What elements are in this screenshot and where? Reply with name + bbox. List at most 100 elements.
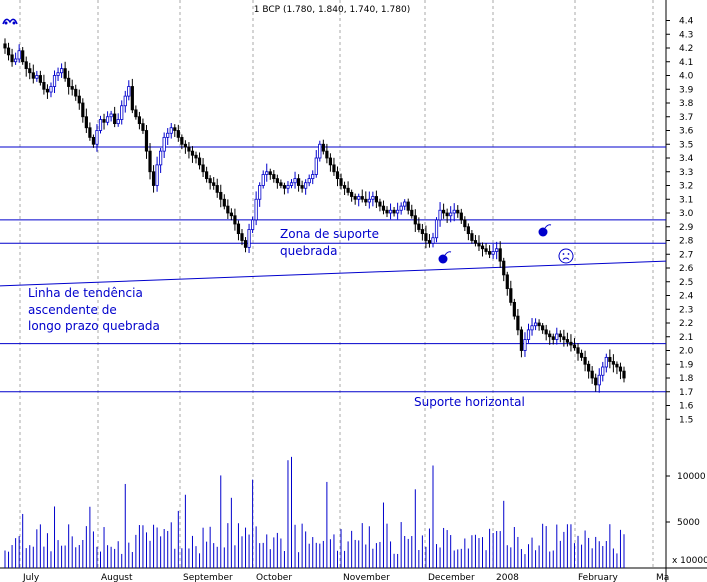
candle: [541, 322, 545, 334]
candle: [311, 170, 315, 185]
candle: [91, 134, 96, 148]
price-tick-label: 2.3: [679, 305, 693, 315]
candle: [594, 373, 598, 392]
candle: [463, 216, 467, 232]
candle: [505, 271, 509, 296]
price-tick-label: 4.3: [679, 30, 693, 40]
candle: [116, 113, 120, 127]
candle: [226, 199, 230, 219]
candle: [289, 179, 294, 189]
candle: [399, 202, 403, 215]
candle: [74, 84, 78, 101]
candle: [487, 245, 492, 259]
price-tick-label: 3.9: [679, 85, 694, 95]
candle: [342, 181, 347, 196]
candle: [495, 241, 499, 260]
candle: [371, 191, 375, 207]
candle: [109, 110, 113, 122]
candle: [28, 62, 32, 80]
logo-icon: [2, 18, 18, 25]
price-tick-label: 3.6: [679, 127, 694, 137]
candle: [434, 217, 439, 243]
candle: [611, 354, 615, 373]
candle: [84, 108, 88, 134]
candle: [339, 173, 343, 190]
candle: [205, 166, 209, 183]
candle: [388, 203, 393, 220]
support-lines: [0, 146, 667, 393]
price-tick-label: 3.2: [679, 182, 693, 192]
volume-bars: [4, 456, 625, 568]
candle: [63, 61, 67, 82]
candle: [197, 152, 202, 170]
price-tick-label: 3.1: [679, 195, 693, 205]
candle: [526, 323, 531, 343]
candle: [456, 205, 460, 218]
candle: [378, 198, 382, 212]
candle: [413, 209, 417, 232]
candle: [473, 234, 478, 247]
candle: [470, 229, 474, 244]
candle: [572, 338, 577, 351]
candle: [491, 243, 495, 259]
candle: [367, 191, 371, 209]
candle: [166, 128, 170, 145]
candle: [272, 170, 276, 183]
candle: [144, 125, 149, 159]
candle: [173, 124, 177, 137]
price-tick-label: 3.4: [679, 154, 694, 164]
candle: [141, 118, 145, 134]
candle: [282, 182, 287, 195]
candle: [449, 206, 453, 223]
price-tick-label: 3.3: [679, 168, 693, 178]
candle: [548, 330, 552, 345]
candle: [265, 163, 269, 182]
candle: [569, 334, 573, 352]
price-tick-label: 2.6: [679, 264, 694, 274]
candle: [396, 202, 400, 220]
candle: [417, 217, 421, 233]
candle: [533, 318, 538, 331]
month-label: December: [428, 573, 475, 582]
candle: [155, 156, 159, 192]
candle: [212, 177, 216, 190]
candle: [21, 47, 25, 65]
month-label: November: [343, 573, 390, 582]
candle: [49, 82, 53, 98]
candle: [148, 143, 152, 180]
price-tick-label: 3.8: [679, 99, 694, 109]
candle: [350, 189, 354, 202]
candle: [618, 362, 623, 380]
candle: [502, 257, 506, 282]
candle: [233, 208, 237, 231]
price-tick-label: 4.4: [679, 17, 694, 27]
candle: [250, 216, 255, 234]
candle: [183, 140, 187, 154]
candle: [219, 184, 223, 208]
candle: [35, 70, 39, 82]
candle: [392, 206, 396, 217]
candle: [360, 189, 364, 203]
candle: [162, 132, 166, 159]
candle: [10, 48, 14, 67]
candle: [307, 174, 311, 187]
candle: [70, 79, 74, 96]
candle: [88, 122, 92, 141]
candle: [137, 111, 142, 130]
candle: [562, 329, 566, 347]
annotation-trend-1: Linha de tendência: [28, 286, 143, 300]
candle: [17, 44, 21, 63]
candle: [254, 191, 258, 226]
candle: [427, 234, 432, 248]
price-tick-label: 2.1: [679, 333, 693, 343]
candle: [127, 80, 131, 101]
candle: [6, 42, 11, 61]
candle: [445, 208, 449, 223]
candle: [38, 70, 42, 86]
price-tick-label: 2.0: [679, 347, 694, 357]
price-tick-label: 2.7: [679, 250, 693, 260]
candle: [243, 237, 248, 253]
candle: [424, 225, 428, 249]
price-tick-label: 1.9: [679, 360, 694, 370]
price-tick-label: 3.0: [679, 209, 694, 219]
